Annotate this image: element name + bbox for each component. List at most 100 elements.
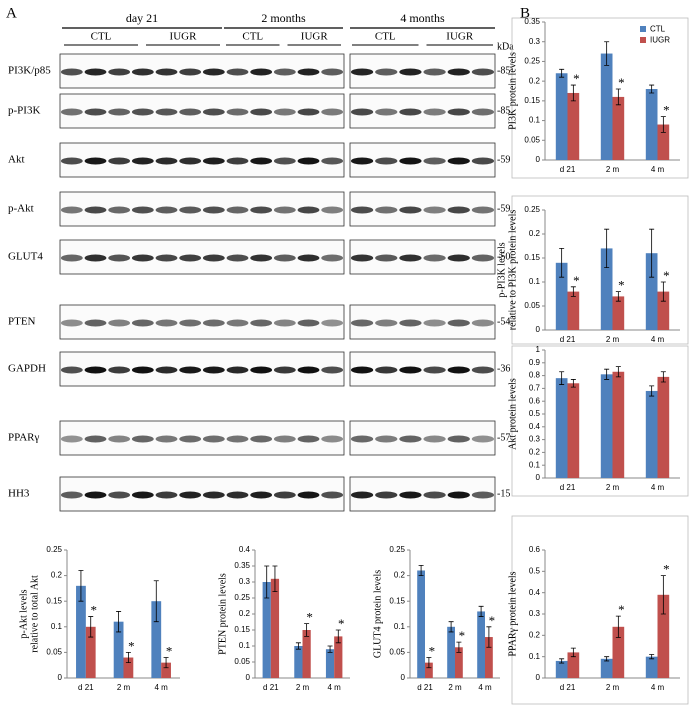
bar <box>425 662 433 678</box>
blot-band <box>273 108 296 116</box>
blot-band <box>226 366 249 374</box>
y-tick-label: 0 <box>536 473 541 482</box>
x-tick-label: d 21 <box>560 483 576 492</box>
blot-band <box>350 254 374 262</box>
blot-frame <box>59 476 345 512</box>
error-bar <box>649 385 655 397</box>
error-bar <box>163 657 169 669</box>
blot-band <box>297 157 320 165</box>
blot-band <box>226 319 249 327</box>
y-tick-label: 0.2 <box>51 571 63 580</box>
blot-band <box>399 157 422 165</box>
y-tick-label: 0.2 <box>529 229 541 238</box>
group-label: CTL <box>91 31 112 43</box>
error-bar <box>615 88 621 106</box>
bar <box>325 649 335 678</box>
blot-band <box>399 491 422 499</box>
y-axis-label: p-PI3K levels <box>496 242 507 297</box>
blot-band <box>375 435 398 443</box>
y-tick-label: 0.4 <box>529 422 541 431</box>
bar <box>455 647 463 678</box>
y-axis-label: GLUT4 protein levels <box>372 570 383 658</box>
blot-band <box>84 435 107 443</box>
y-tick-label: 0.1 <box>529 277 541 286</box>
blot-band <box>155 254 178 262</box>
error-bar <box>559 658 565 664</box>
bar <box>555 660 568 678</box>
blot-band <box>350 366 374 374</box>
error-bar <box>570 286 576 297</box>
blot-row-label: p-Akt <box>8 203 34 215</box>
significance-mark: * <box>489 613 496 628</box>
significance-mark: * <box>573 71 580 86</box>
blot-band <box>321 108 344 116</box>
bar <box>612 626 625 678</box>
blot-band <box>179 108 202 116</box>
blot-band <box>273 319 296 327</box>
x-tick-label: d 21 <box>417 683 433 692</box>
blot-band <box>447 491 470 499</box>
blot-band <box>471 254 495 262</box>
legend-label: IUGR <box>650 36 670 45</box>
significance-mark: * <box>90 603 97 618</box>
y-tick-label: 0.05 <box>46 648 62 657</box>
blot-band <box>155 491 178 499</box>
blot-band <box>202 206 225 214</box>
x-tick-label: 4 m <box>478 683 492 692</box>
blot-band <box>84 68 107 76</box>
blot-band <box>447 254 470 262</box>
blot-frame <box>59 420 345 456</box>
blot-band <box>131 108 154 116</box>
blot-band <box>321 491 344 499</box>
bar <box>600 53 613 160</box>
blot-band <box>375 366 398 374</box>
error-bar <box>615 291 621 302</box>
blot-band <box>84 157 107 165</box>
blot-band <box>84 108 107 116</box>
bar <box>657 594 670 678</box>
blot-band <box>471 68 495 76</box>
y-tick-label: 0.1 <box>529 116 541 125</box>
blot-band <box>202 319 225 327</box>
y-tick-label: 0.2 <box>529 448 541 457</box>
x-tick-label: 2 m <box>606 683 620 692</box>
blot-frame <box>59 53 345 89</box>
blot-band <box>321 206 344 214</box>
bar <box>600 374 613 478</box>
blot-band <box>447 68 470 76</box>
blot-band <box>423 68 446 76</box>
blot-band <box>321 366 344 374</box>
group-label: IUGR <box>446 31 474 43</box>
blot-band <box>84 366 107 374</box>
y-tick-label: 0.1 <box>394 622 406 631</box>
blot-band <box>202 68 225 76</box>
blot-band <box>179 491 202 499</box>
error-bar <box>570 647 576 658</box>
blot-band <box>423 319 446 327</box>
blot-band <box>471 108 495 116</box>
blot-band <box>350 206 374 214</box>
y-tick-label: 0.05 <box>389 648 405 657</box>
error-bar <box>153 580 159 623</box>
blot-band <box>297 366 320 374</box>
error-bar <box>272 565 278 592</box>
bar <box>600 658 613 678</box>
error-bar <box>426 657 432 669</box>
blot-band <box>84 491 107 499</box>
blot-band <box>84 254 107 262</box>
bar <box>567 652 580 678</box>
y-tick-label: 0.15 <box>46 596 62 605</box>
blot-band <box>131 435 154 443</box>
x-tick-label: d 21 <box>263 683 279 692</box>
blot-band <box>108 68 131 76</box>
blot-band <box>60 254 83 262</box>
blot-band <box>399 435 422 443</box>
blot-band <box>202 157 225 165</box>
blot-row-label: Akt <box>8 154 25 166</box>
blot-frame <box>349 304 496 340</box>
blot-band <box>423 108 446 116</box>
bar <box>567 383 580 478</box>
y-tick-label: 0.1 <box>239 641 251 650</box>
blot-band <box>399 206 422 214</box>
